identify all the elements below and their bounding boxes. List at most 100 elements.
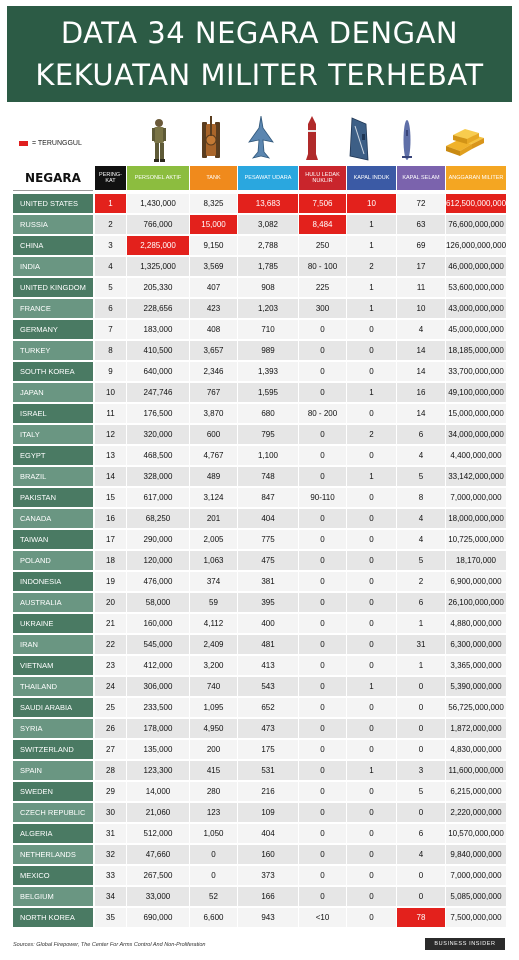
table-cell: 512,000: [127, 824, 189, 843]
table-row: EGYPT 13 468,500 4,767 1,100 0 0 4 4,400,000,000: [13, 445, 506, 466]
table-cell: 78: [397, 908, 445, 927]
table-cell: 52: [190, 887, 237, 906]
table-cell: 0: [347, 362, 396, 381]
column-header: PESAWAT UDARA: [238, 166, 298, 190]
table-cell: 13: [95, 446, 126, 465]
table-cell: 1,595: [238, 383, 298, 402]
country-name: INDIA: [13, 257, 93, 276]
country-name: UKRAINE: [13, 614, 93, 633]
table-cell: 4,950: [190, 719, 237, 738]
table-row: BRAZIL 14 328,000 489 748 0 1 5 33,142,000,000: [13, 466, 506, 487]
table-cell: 267,500: [127, 866, 189, 885]
table-cell: 0: [347, 614, 396, 633]
table-cell: 1: [347, 215, 396, 234]
table-cell: 11: [95, 404, 126, 423]
table-cell: 22: [95, 635, 126, 654]
table-row: TURKEY 8 410,500 3,657 989 0 0 14 18,185,000,000: [13, 340, 506, 361]
table-cell: 0: [299, 593, 346, 612]
table-cell: 0: [347, 803, 396, 822]
table-cell: 374: [190, 572, 237, 591]
table-cell: 1: [347, 383, 396, 402]
country-name: TURKEY: [13, 341, 93, 360]
table-cell: 0: [397, 719, 445, 738]
table-cell: 847: [238, 488, 298, 507]
table-cell: 489: [190, 467, 237, 486]
table-cell: 740: [190, 677, 237, 696]
country-name: NORTH KOREA: [13, 908, 93, 927]
country-name: ITALY: [13, 425, 93, 444]
table-cell: 0: [347, 782, 396, 801]
legend: = TERUNGGUL: [19, 140, 82, 147]
table-cell: 4,880,000,000: [446, 614, 506, 633]
table-cell: 600: [190, 425, 237, 444]
table-cell: 0: [347, 551, 396, 570]
table-cell: 176,500: [127, 404, 189, 423]
table-cell: 989: [238, 341, 298, 360]
table-cell: 9,150: [190, 236, 237, 255]
table-cell: 0: [347, 572, 396, 591]
table-cell: 1,325,000: [127, 257, 189, 276]
table-cell: 6,215,000,000: [446, 782, 506, 801]
table-row: BELGIUM 34 33,000 52 166 0 0 0 5,085,000,000: [13, 886, 506, 907]
table-cell: 404: [238, 824, 298, 843]
table-cell: 135,000: [127, 740, 189, 759]
legend-swatch: [19, 141, 28, 146]
table-cell: 59: [190, 593, 237, 612]
country-name: POLAND: [13, 551, 93, 570]
table-cell: 6,900,000,000: [446, 572, 506, 591]
table-cell: 7: [95, 320, 126, 339]
table-cell: 413: [238, 656, 298, 675]
table-cell: 5,390,000,000: [446, 677, 506, 696]
table-cell: 9: [95, 362, 126, 381]
table-cell: 5,085,000,000: [446, 887, 506, 906]
table-cell: 0: [397, 887, 445, 906]
table-cell: 18,170,000: [446, 551, 506, 570]
table-cell: 15,000: [190, 215, 237, 234]
table-cell: 120,000: [127, 551, 189, 570]
table-cell: 58,000: [127, 593, 189, 612]
table-cell: 0: [347, 635, 396, 654]
table-cell: 410,500: [127, 341, 189, 360]
table-cell: 80 - 100: [299, 257, 346, 276]
table-cell: 0: [347, 824, 396, 843]
table-cell: 2,220,000,000: [446, 803, 506, 822]
table-cell: 18,000,000,000: [446, 509, 506, 528]
table-row: NETHERLANDS 32 47,660 0 160 0 0 4 9,840,000,000: [13, 844, 506, 865]
table-cell: 90-110: [299, 488, 346, 507]
table-cell: 0: [299, 446, 346, 465]
table-row: SAUDI ARABIA 25 233,500 1,095 652 0 0 0 56,725,0…: [13, 697, 506, 718]
table-cell: 33: [95, 866, 126, 885]
table-cell: 5: [397, 467, 445, 486]
column-header: KAPAL SELAM: [397, 166, 445, 190]
table-cell: 247,746: [127, 383, 189, 402]
country-name: ISRAEL: [13, 404, 93, 423]
table-cell: 2,285,000: [127, 236, 189, 255]
table-cell: 14: [95, 467, 126, 486]
table-cell: 0: [347, 446, 396, 465]
table-cell: 8: [95, 341, 126, 360]
table-cell: 250: [299, 236, 346, 255]
table-cell: 306,000: [127, 677, 189, 696]
table-cell: 18,185,000,000: [446, 341, 506, 360]
table-cell: 775: [238, 530, 298, 549]
table-cell: 31: [397, 635, 445, 654]
table-cell: 9,840,000,000: [446, 845, 506, 864]
table-row: INDIA 4 1,325,000 3,569 1,785 80 - 100 2 17 46,0…: [13, 256, 506, 277]
table-cell: 0: [299, 635, 346, 654]
table-cell: 166: [238, 887, 298, 906]
table-cell: 0: [299, 341, 346, 360]
table-cell: 68,250: [127, 509, 189, 528]
table-cell: 4: [397, 845, 445, 864]
country-name: MEXICO: [13, 866, 93, 885]
table-cell: 2: [347, 425, 396, 444]
table-cell: 63: [397, 215, 445, 234]
table-cell: 4,767: [190, 446, 237, 465]
table-cell: 0: [299, 803, 346, 822]
table-cell: 0: [299, 656, 346, 675]
country-name: IRAN: [13, 635, 93, 654]
table-cell: 0: [347, 845, 396, 864]
table-cell: 412,000: [127, 656, 189, 675]
table-cell: 29: [95, 782, 126, 801]
table-cell: 2: [347, 257, 396, 276]
table-cell: 16: [397, 383, 445, 402]
